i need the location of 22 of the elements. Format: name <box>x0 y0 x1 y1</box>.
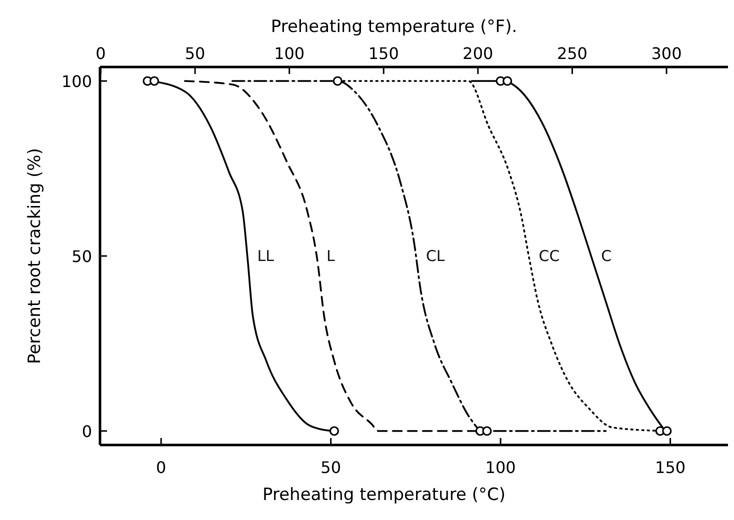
series-label: CC <box>538 247 560 265</box>
x-axis-title: Preheating temperature (°C) <box>262 485 506 505</box>
x-tick-label: 150 <box>655 458 686 477</box>
y-tick-label: 50 <box>72 247 92 266</box>
x-tick-label: 0 <box>156 458 166 477</box>
x2-axis-title: Preheating temperature (°F). <box>270 17 518 37</box>
x2-tick-label: 200 <box>462 44 494 63</box>
x2-tick-label: 300 <box>651 44 682 63</box>
series-label: C <box>601 247 612 265</box>
x2-tick-label: 150 <box>368 44 399 63</box>
series-label: CL <box>426 247 446 265</box>
x-tick-label: 50 <box>320 458 342 477</box>
x2-tick-label: 50 <box>184 44 206 63</box>
x-tick-label: 100 <box>485 458 516 477</box>
y-tick-label: 100 <box>61 72 92 91</box>
x2-tick-label: 100 <box>274 44 305 63</box>
x2-tick-label: 0 <box>96 44 106 63</box>
series-label: LL <box>257 247 275 265</box>
series-label: L <box>326 247 336 265</box>
y-tick-label: 0 <box>82 422 92 441</box>
y-axis-title: Percent root cracking (%) <box>25 148 45 364</box>
x2-tick-label: 250 <box>556 44 588 63</box>
